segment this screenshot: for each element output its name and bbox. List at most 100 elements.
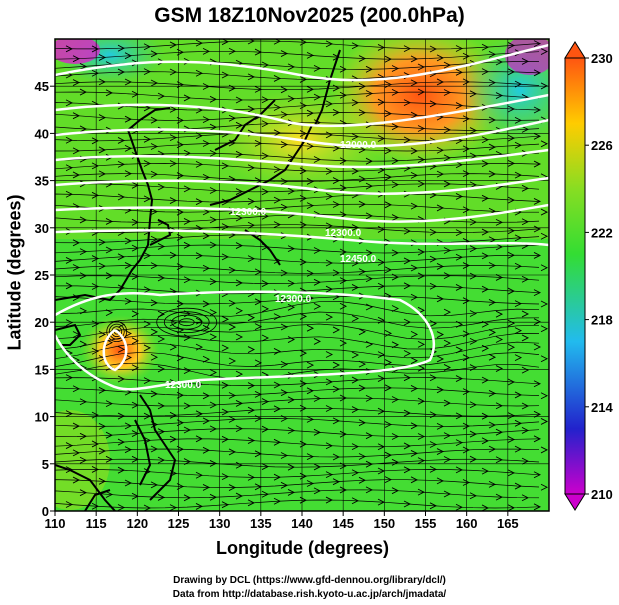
wind-arrowhead: [514, 391, 523, 399]
wind-arrowhead: [391, 458, 400, 466]
wind-arrowhead: [287, 303, 296, 311]
wind-arrowhead: [507, 504, 516, 511]
wind-arrowhead: [443, 154, 452, 162]
wind-arrowhead: [254, 390, 263, 398]
wind-arrowhead: [533, 198, 542, 205]
wind-arrowhead: [481, 320, 490, 328]
wind-arrowhead: [339, 277, 348, 285]
wind-arrowhead: [124, 237, 133, 245]
wind-arrowhead: [273, 438, 282, 446]
wind-arrowhead: [202, 300, 211, 308]
wind-arrowhead: [384, 359, 393, 366]
wind-arrowhead: [495, 243, 504, 251]
wind-arrowhead: [365, 432, 374, 440]
wind-arrowhead: [261, 425, 270, 433]
wind-arrowhead: [469, 430, 478, 438]
wind-arrowhead: [280, 296, 289, 304]
wind-arrowhead: [495, 493, 504, 501]
wind-arrowhead: [150, 79, 159, 87]
wind-arrowhead: [332, 144, 341, 152]
wind-arrowhead: [462, 354, 471, 362]
wind-arrowhead: [72, 422, 81, 430]
wind-arrowhead: [481, 504, 490, 511]
wind-arrowhead: [221, 408, 230, 416]
wind-arrowhead: [455, 466, 464, 474]
wind-arrowhead: [365, 394, 374, 402]
wind-arrowhead: [540, 446, 549, 454]
wind-arrowhead: [521, 427, 530, 434]
wind-arrowhead: [195, 160, 204, 168]
geopotential-contours: [55, 43, 549, 391]
streamline: [55, 362, 540, 380]
wind-arrowhead: [514, 300, 523, 308]
wind-arrowhead: [202, 264, 211, 272]
wind-arrowhead: [183, 185, 192, 193]
wind-arrowhead: [507, 412, 516, 420]
wind-arrowhead: [202, 417, 211, 425]
wind-arrowhead: [117, 193, 126, 201]
wind-arrowhead: [436, 54, 445, 62]
contour-label: 12300.0: [325, 228, 362, 239]
wind-arrowhead: [495, 456, 504, 464]
y-tick-label: 45: [35, 79, 49, 94]
wind-arrowhead: [325, 222, 334, 230]
wind-arrowhead: [79, 398, 88, 406]
wind-arrowhead: [79, 248, 88, 256]
wind-arrowhead: [254, 483, 263, 491]
wind-arrowhead: [235, 279, 244, 287]
wind-arrowhead: [377, 443, 386, 451]
wind-arrowhead: [351, 224, 360, 231]
wind-arrowhead: [417, 397, 426, 405]
wind-arrowhead: [247, 314, 256, 322]
wind-arrowhead: [443, 61, 452, 69]
wind-arrowhead: [247, 255, 256, 263]
wind-arrowhead: [443, 364, 452, 371]
wind-arrowhead: [72, 264, 81, 271]
wind-arrowhead: [313, 395, 322, 402]
wind-arrowhead: [273, 497, 282, 505]
wind-arrowhead: [533, 318, 542, 326]
wind-arrowhead: [261, 120, 270, 128]
wind-arrowhead: [176, 483, 185, 490]
wind-arrowhead: [377, 351, 386, 359]
y-tick-label: 40: [35, 126, 49, 141]
wind-arrowhead: [481, 252, 490, 260]
wind-arrowhead: [247, 198, 256, 205]
wind-arrowhead: [235, 121, 244, 129]
wind-arrowhead: [105, 431, 114, 439]
wind-arrowhead: [91, 502, 100, 510]
wind-arrowhead: [443, 272, 452, 280]
wind-arrowhead: [98, 386, 107, 394]
wind-arrowhead: [273, 221, 282, 229]
wind-arrowhead: [391, 396, 400, 403]
colorbar-tick-label: 230: [591, 51, 613, 66]
wind-arrowhead: [287, 245, 296, 253]
contour-label: 12300.0: [230, 207, 267, 218]
wind-arrowhead: [533, 132, 542, 140]
wind-arrowhead: [358, 82, 367, 90]
wind-arrowhead: [98, 238, 107, 246]
y-tick-label: 35: [35, 174, 49, 189]
wind-arrowhead: [209, 425, 218, 433]
wind-arrowhead: [377, 316, 386, 324]
wind-arrowhead: [91, 255, 100, 262]
wind-arrowhead: [462, 297, 471, 305]
wind-arrowhead: [235, 333, 244, 341]
wind-arrowhead: [469, 337, 478, 345]
wind-arrowhead: [143, 504, 152, 511]
wind-arrowhead: [169, 197, 178, 204]
wind-arrowhead: [391, 123, 400, 131]
wind-arrowhead: [299, 102, 308, 110]
wind-arrowhead: [365, 249, 374, 257]
streamline: [55, 183, 540, 193]
wind-arrowhead: [365, 460, 374, 468]
wind-arrowhead: [469, 401, 478, 409]
wind-arrowhead: [332, 109, 341, 116]
wind-arrowhead: [365, 182, 374, 190]
wind-arrowhead: [65, 319, 74, 327]
wind-arrowhead: [325, 40, 334, 48]
wind-arrowhead: [469, 245, 478, 253]
wind-arrowhead: [377, 375, 386, 382]
axis-ticks: 110 115 120 125 130 135 140 145 150 155 160 165 0 5 10…: [35, 79, 519, 531]
wind-arrowhead: [150, 299, 159, 307]
